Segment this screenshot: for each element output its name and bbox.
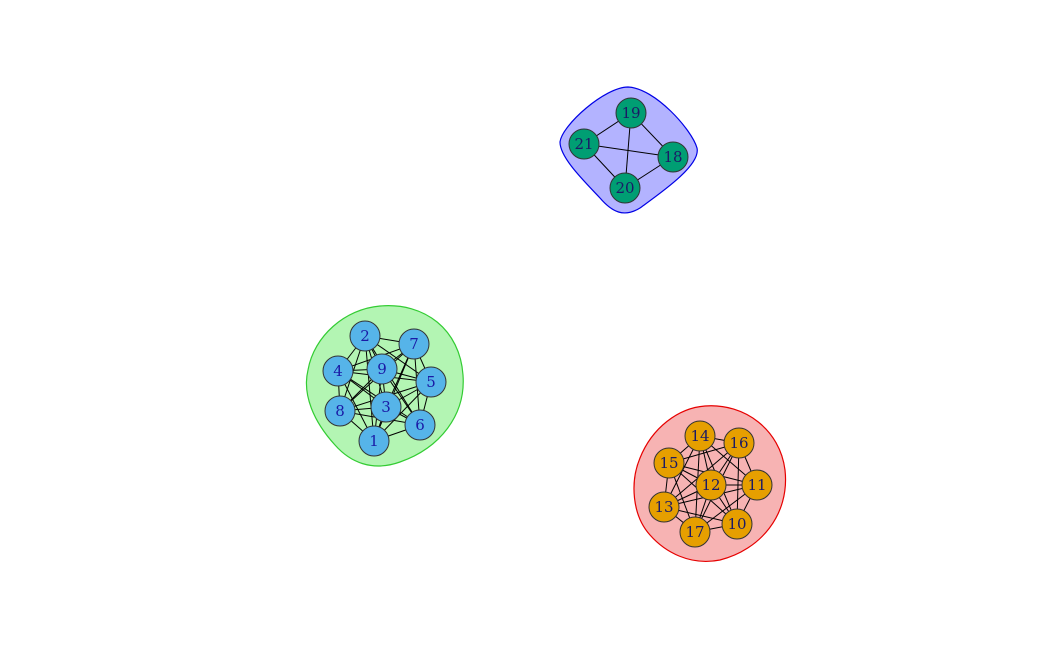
node-circle (741, 469, 773, 501)
node-label: 1 (369, 432, 379, 450)
node-11[interactable]: 11 (741, 469, 773, 501)
node-circle (723, 427, 755, 459)
node-label: 6 (415, 416, 425, 434)
node-circle (322, 355, 354, 387)
node-label: 21 (574, 135, 593, 153)
node-circle (358, 425, 390, 457)
node-circle (415, 366, 447, 398)
node-circle (648, 491, 680, 523)
node-circle (721, 508, 753, 540)
node-circle (366, 353, 398, 385)
node-circle (615, 97, 647, 129)
node-4[interactable]: 4 (322, 355, 354, 387)
node-label: 12 (701, 476, 720, 494)
node-label: 19 (621, 104, 640, 122)
node-17[interactable]: 17 (679, 516, 711, 548)
node-label: 17 (685, 523, 704, 541)
node-label: 18 (663, 148, 682, 166)
node-circle (404, 409, 436, 441)
node-label: 8 (335, 402, 345, 420)
node-label: 13 (654, 498, 673, 516)
node-circle (679, 516, 711, 548)
node-20[interactable]: 20 (609, 172, 641, 204)
node-label: 2 (360, 327, 370, 345)
node-15[interactable]: 15 (653, 447, 685, 479)
node-label: 14 (690, 427, 709, 445)
node-label: 16 (729, 434, 748, 452)
node-circle (653, 447, 685, 479)
node-1[interactable]: 1 (358, 425, 390, 457)
node-circle (398, 328, 430, 360)
node-circle (684, 420, 716, 452)
node-circle (568, 128, 600, 160)
edge-1-2 (364, 335, 375, 442)
node-label: 10 (727, 515, 746, 533)
node-5[interactable]: 5 (415, 366, 447, 398)
node-2[interactable]: 2 (349, 320, 381, 352)
node-3[interactable]: 3 (370, 391, 402, 423)
node-circle (695, 469, 727, 501)
node-10[interactable]: 10 (721, 508, 753, 540)
node-16[interactable]: 16 (723, 427, 755, 459)
node-7[interactable]: 7 (398, 328, 430, 360)
node-label: 4 (333, 362, 343, 380)
node-19[interactable]: 19 (615, 97, 647, 129)
node-9[interactable]: 9 (366, 353, 398, 385)
node-label: 5 (426, 373, 436, 391)
node-label: 7 (409, 335, 419, 353)
node-circle (657, 141, 689, 173)
node-8[interactable]: 8 (324, 395, 356, 427)
edge-2-6 (364, 335, 421, 426)
node-circle (324, 395, 356, 427)
node-circle (370, 391, 402, 423)
node-13[interactable]: 13 (648, 491, 680, 523)
node-label: 20 (615, 179, 634, 197)
node-circle (609, 172, 641, 204)
node-label: 3 (381, 398, 391, 416)
node-label: 11 (747, 476, 766, 494)
node-label: 9 (377, 360, 387, 378)
node-18[interactable]: 18 (657, 141, 689, 173)
node-12[interactable]: 12 (695, 469, 727, 501)
node-14[interactable]: 14 (684, 420, 716, 452)
node-circle (349, 320, 381, 352)
node-6[interactable]: 6 (404, 409, 436, 441)
node-label: 15 (659, 454, 678, 472)
node-21[interactable]: 21 (568, 128, 600, 160)
